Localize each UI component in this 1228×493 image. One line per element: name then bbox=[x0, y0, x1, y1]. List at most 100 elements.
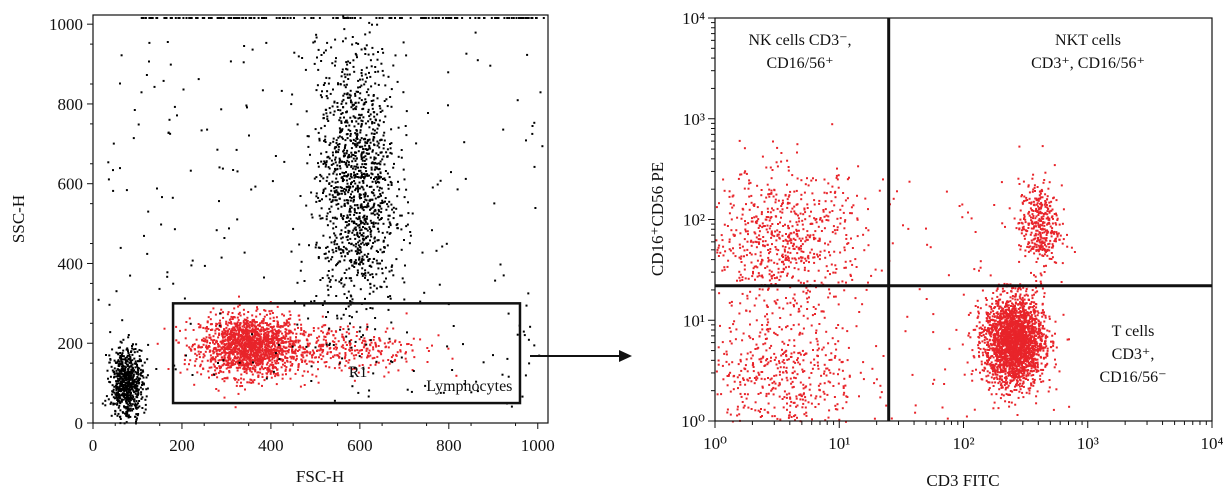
data-point bbox=[145, 376, 148, 379]
data-point bbox=[227, 355, 230, 357]
data-point bbox=[253, 325, 256, 328]
data-point bbox=[795, 221, 798, 224]
data-point bbox=[328, 157, 331, 160]
data-point bbox=[196, 17, 199, 19]
data-point bbox=[355, 335, 358, 337]
data-point bbox=[251, 349, 254, 352]
data-point bbox=[289, 343, 292, 346]
data-point bbox=[251, 346, 254, 348]
data-point bbox=[278, 358, 281, 360]
data-point bbox=[220, 256, 223, 259]
data-point bbox=[346, 238, 349, 241]
data-point bbox=[244, 319, 247, 322]
data-point bbox=[253, 329, 256, 331]
data-point bbox=[380, 353, 383, 356]
data-point bbox=[804, 211, 807, 214]
data-point bbox=[380, 62, 383, 65]
data-point bbox=[753, 216, 756, 219]
data-point bbox=[303, 370, 306, 373]
data-point bbox=[129, 360, 132, 363]
data-point bbox=[366, 229, 369, 232]
data-point bbox=[343, 149, 346, 152]
data-point bbox=[328, 107, 331, 110]
data-point bbox=[209, 318, 212, 321]
data-point bbox=[209, 17, 212, 19]
data-point bbox=[328, 207, 331, 210]
data-point bbox=[219, 319, 221, 322]
data-point bbox=[347, 328, 350, 331]
data-point bbox=[344, 247, 347, 250]
data-point bbox=[336, 102, 339, 104]
data-point bbox=[270, 348, 273, 351]
data-point bbox=[224, 338, 227, 341]
data-point bbox=[335, 186, 338, 189]
data-point bbox=[137, 391, 140, 394]
data-point bbox=[367, 120, 370, 123]
data-point bbox=[233, 334, 236, 337]
data-point bbox=[769, 225, 772, 227]
data-point bbox=[391, 208, 394, 211]
data-point bbox=[360, 356, 363, 359]
data-point bbox=[807, 254, 810, 257]
data-point bbox=[231, 341, 234, 344]
data-point bbox=[779, 221, 781, 224]
data-point bbox=[212, 307, 215, 310]
data-point bbox=[267, 330, 270, 333]
data-point bbox=[216, 327, 219, 330]
data-point bbox=[309, 153, 311, 156]
data-point bbox=[265, 328, 268, 331]
data-point bbox=[365, 236, 368, 239]
data-point bbox=[260, 365, 263, 368]
data-point bbox=[238, 350, 241, 353]
data-point bbox=[367, 111, 370, 113]
data-point bbox=[402, 91, 405, 94]
data-point bbox=[127, 388, 130, 391]
y-tick-label: 1000 bbox=[49, 15, 83, 34]
data-point bbox=[752, 267, 755, 270]
data-point bbox=[198, 353, 201, 356]
data-point bbox=[411, 369, 414, 371]
data-point bbox=[789, 190, 792, 193]
data-point bbox=[304, 68, 307, 71]
data-point bbox=[137, 413, 140, 415]
data-point bbox=[240, 351, 243, 354]
data-point bbox=[254, 185, 257, 188]
data-point bbox=[116, 399, 119, 401]
data-point bbox=[257, 342, 260, 345]
data-point bbox=[213, 343, 216, 345]
data-point bbox=[283, 17, 286, 19]
data-point bbox=[765, 166, 768, 169]
data-point bbox=[210, 329, 212, 331]
data-point bbox=[265, 17, 268, 19]
data-point bbox=[126, 348, 129, 351]
data-point bbox=[744, 223, 747, 226]
data-point bbox=[123, 392, 126, 395]
data-point bbox=[786, 258, 789, 261]
data-point bbox=[195, 354, 198, 357]
data-point bbox=[776, 233, 779, 236]
data-point bbox=[755, 215, 758, 218]
data-point bbox=[131, 377, 134, 380]
data-point bbox=[268, 353, 271, 356]
data-point bbox=[341, 171, 344, 174]
data-point bbox=[122, 355, 125, 358]
data-point bbox=[141, 388, 144, 391]
data-point bbox=[233, 307, 236, 310]
data-point bbox=[315, 295, 318, 297]
data-point bbox=[381, 199, 384, 202]
data-point bbox=[354, 140, 357, 143]
data-point bbox=[370, 100, 373, 102]
data-point bbox=[243, 353, 246, 356]
data-point bbox=[215, 229, 218, 232]
data-point bbox=[262, 353, 265, 356]
data-point bbox=[219, 325, 222, 328]
data-point bbox=[285, 340, 288, 343]
data-point bbox=[768, 279, 771, 282]
data-point bbox=[240, 334, 242, 336]
data-point bbox=[367, 88, 370, 91]
data-point bbox=[406, 343, 409, 346]
data-point bbox=[272, 326, 275, 328]
data-point bbox=[251, 48, 254, 51]
data-point bbox=[232, 332, 235, 335]
data-point bbox=[221, 330, 224, 333]
